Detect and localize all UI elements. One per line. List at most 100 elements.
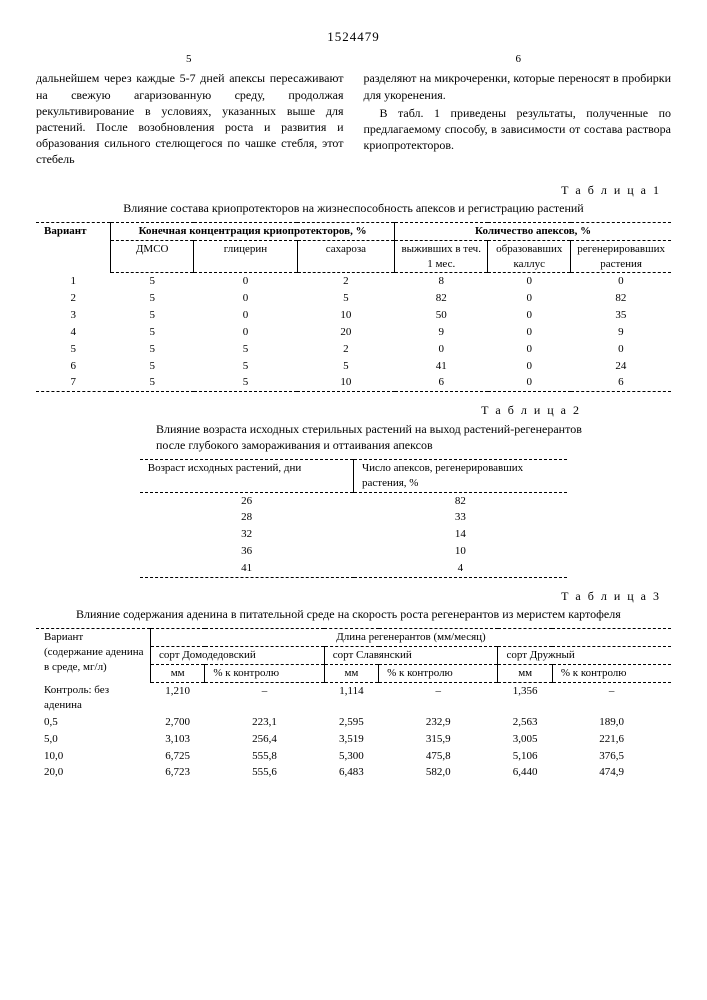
table-cell: 5 — [111, 273, 194, 290]
table-cell: 5 — [111, 374, 194, 391]
table-cell: 555,6 — [205, 764, 324, 781]
table-cell: 475,8 — [379, 748, 498, 765]
table-cell: 10,0 — [36, 748, 151, 765]
table-cell: 6,440 — [498, 764, 552, 781]
right-paragraph-2: В табл. 1 приведены результаты, полученн… — [364, 105, 672, 154]
patent-number: 1524479 — [36, 28, 671, 46]
table-row: 2682 — [140, 492, 568, 509]
table-cell: – — [379, 682, 498, 714]
table-cell: 0 — [395, 341, 488, 358]
table1-label: Т а б л и ц а 1 — [36, 182, 661, 198]
table-row: 3214 — [140, 526, 568, 543]
table1-caption: Влияние состава криопротекторов на жизне… — [56, 200, 651, 216]
table-cell: 5 — [36, 341, 111, 358]
table-row: 3610 — [140, 543, 568, 560]
table-cell: 82 — [571, 290, 671, 307]
table-cell: 6,483 — [324, 764, 378, 781]
t1-h-conc: Конечная концентрация криопротекторов, % — [111, 222, 395, 240]
table-row: 75510606 — [36, 374, 671, 391]
table-cell: 0 — [571, 273, 671, 290]
table-cell: 2 — [36, 290, 111, 307]
table-cell: 5 — [111, 358, 194, 375]
table3-label: Т а б л и ц а 3 — [36, 588, 661, 604]
table-cell: 221,6 — [552, 731, 671, 748]
table-cell: 4 — [354, 560, 568, 577]
table-cell: 5 — [111, 307, 194, 324]
table-row: 20,06,723555,66,483582,06,440474,9 — [36, 764, 671, 781]
table-cell: 7 — [36, 374, 111, 391]
table-cell: 0,5 — [36, 714, 151, 731]
table-row: 2833 — [140, 509, 568, 526]
table-row: 655541024 — [36, 358, 671, 375]
table-cell: 3,519 — [324, 731, 378, 748]
table-cell: 1,210 — [151, 682, 205, 714]
table2: Возраст исходных растений, дни Число апе… — [140, 459, 568, 582]
table-row: 1502800 — [36, 273, 671, 290]
table-cell: 0 — [488, 290, 571, 307]
table-cell: 9 — [571, 324, 671, 341]
table-cell: – — [552, 682, 671, 714]
table-cell: 6 — [36, 358, 111, 375]
table-cell: 256,4 — [205, 731, 324, 748]
table-cell: 5,300 — [324, 748, 378, 765]
table-cell: 20 — [297, 324, 395, 341]
table-cell: 5 — [111, 290, 194, 307]
col-left-no: 5 — [186, 52, 192, 67]
t1-s2: глицерин — [194, 240, 297, 273]
table-cell: 6,723 — [151, 764, 205, 781]
table-cell: 28 — [140, 509, 354, 526]
t1-h-count: Количество апексов, % — [395, 222, 671, 240]
table-cell: 10 — [297, 374, 395, 391]
table3-caption: Влияние содержания аденина в питательной… — [76, 606, 651, 622]
table-cell: 0 — [488, 324, 571, 341]
table-cell: 6 — [571, 374, 671, 391]
col-right-no: 6 — [516, 52, 522, 67]
table-cell: 0 — [488, 307, 571, 324]
left-paragraph: дальнейшем через каждые 5-7 дней апексы … — [36, 70, 344, 167]
table-cell: 1,114 — [324, 682, 378, 714]
t3-v2: сорт Славянский — [324, 647, 498, 665]
table-cell: 2,563 — [498, 714, 552, 731]
table-cell: 4 — [36, 324, 111, 341]
table-cell: 20,0 — [36, 764, 151, 781]
table-cell: 0 — [194, 290, 297, 307]
table-cell: 35 — [571, 307, 671, 324]
table-cell: 0 — [194, 307, 297, 324]
t3-v1: сорт Домодедовский — [151, 647, 325, 665]
t3-col0: Вариант (содержание аденина в среде, мг/… — [36, 629, 151, 683]
table-row: 0,52,700223,12,595232,92,563189,0 — [36, 714, 671, 731]
table-cell: 315,9 — [379, 731, 498, 748]
body-text: дальнейшем через каждые 5-7 дней апексы … — [36, 70, 671, 167]
table-cell: 555,8 — [205, 748, 324, 765]
table-cell: Контроль: без аденина — [36, 682, 151, 714]
table-row: 5,03,103256,43,519315,93,005221,6 — [36, 731, 671, 748]
table-cell: 582,0 — [379, 764, 498, 781]
table-cell: 5 — [194, 374, 297, 391]
table-cell: 32 — [140, 526, 354, 543]
table-cell: 5,0 — [36, 731, 151, 748]
right-paragraph-1: разделяют на микрочеренки, которые перен… — [364, 70, 672, 102]
table-row: 10,06,725555,85,300475,85,106376,5 — [36, 748, 671, 765]
table-cell: 3,005 — [498, 731, 552, 748]
table-cell: 0 — [488, 358, 571, 375]
table1: Вариант Конечная концентрация криопротек… — [36, 222, 671, 396]
table-cell: 5 — [297, 358, 395, 375]
column-numbers: 5 6 — [36, 52, 671, 67]
table-cell: 5 — [111, 324, 194, 341]
table-cell: 0 — [488, 374, 571, 391]
table-cell: 0 — [488, 273, 571, 290]
table-cell: 2,700 — [151, 714, 205, 731]
table-cell: 10 — [297, 307, 395, 324]
t3-mm1: мм — [151, 664, 205, 682]
table-cell: 5 — [194, 358, 297, 375]
table-cell: 5 — [297, 290, 395, 307]
table-cell: 2 — [297, 341, 395, 358]
table-cell: 0 — [571, 341, 671, 358]
table-cell: 9 — [395, 324, 488, 341]
t3-super: Длина регенерантов (мм/месяц) — [151, 629, 672, 647]
table-cell: 1 — [36, 273, 111, 290]
table-cell: 41 — [395, 358, 488, 375]
table-row: 3501050035 — [36, 307, 671, 324]
table-row: 45020909 — [36, 324, 671, 341]
table-row: 5552000 — [36, 341, 671, 358]
